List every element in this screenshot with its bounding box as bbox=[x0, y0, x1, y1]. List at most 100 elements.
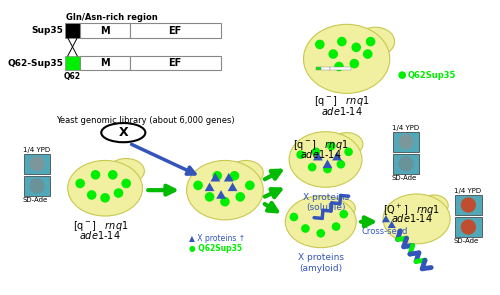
Ellipse shape bbox=[108, 158, 144, 183]
Circle shape bbox=[460, 219, 476, 235]
Polygon shape bbox=[382, 215, 390, 222]
Circle shape bbox=[352, 42, 361, 52]
Bar bbox=[130, 23, 221, 38]
Circle shape bbox=[350, 59, 359, 68]
Text: X proteins
(soluble): X proteins (soluble) bbox=[302, 193, 348, 212]
Circle shape bbox=[334, 62, 344, 71]
Bar bbox=[24, 176, 50, 196]
Circle shape bbox=[316, 229, 325, 237]
Text: Sup35: Sup35 bbox=[31, 26, 63, 35]
Circle shape bbox=[230, 171, 239, 181]
Circle shape bbox=[460, 197, 476, 213]
Text: Cross-seed: Cross-seed bbox=[362, 227, 408, 236]
Text: $ade1$-14: $ade1$-14 bbox=[300, 148, 342, 160]
Bar bbox=[24, 154, 50, 174]
Circle shape bbox=[340, 210, 348, 218]
Circle shape bbox=[327, 142, 336, 150]
Circle shape bbox=[100, 193, 110, 203]
Bar bbox=[65, 56, 80, 70]
Bar bbox=[80, 56, 130, 70]
Circle shape bbox=[236, 192, 245, 202]
Polygon shape bbox=[332, 152, 342, 160]
Text: Q62: Q62 bbox=[64, 72, 81, 81]
Text: Q62-Sup35: Q62-Sup35 bbox=[7, 59, 63, 68]
Circle shape bbox=[122, 179, 131, 188]
Bar bbox=[65, 23, 80, 38]
Ellipse shape bbox=[68, 160, 142, 216]
Circle shape bbox=[220, 197, 230, 206]
Text: [q$^-$]   $rnq1$: [q$^-$] $rnq1$ bbox=[293, 138, 348, 153]
Text: [q$^-$]   $rnq1$: [q$^-$] $rnq1$ bbox=[314, 94, 370, 108]
Ellipse shape bbox=[289, 132, 362, 187]
Bar bbox=[80, 23, 130, 38]
Text: Yeast genomic library (about 6,000 genes): Yeast genomic library (about 6,000 genes… bbox=[56, 116, 234, 125]
Circle shape bbox=[194, 181, 203, 190]
Circle shape bbox=[344, 148, 353, 156]
Circle shape bbox=[336, 160, 345, 168]
Bar bbox=[321, 66, 330, 70]
Circle shape bbox=[332, 222, 340, 231]
Bar bbox=[130, 56, 221, 70]
Text: 1/4 YPD: 1/4 YPD bbox=[392, 125, 419, 131]
Circle shape bbox=[308, 163, 316, 171]
Circle shape bbox=[245, 181, 254, 190]
Circle shape bbox=[315, 40, 324, 49]
Text: Gln/Asn-rich region: Gln/Asn-rich region bbox=[66, 13, 158, 22]
Text: [Q$^+$]   $rnq1$: [Q$^+$] $rnq1$ bbox=[384, 203, 440, 218]
Polygon shape bbox=[388, 221, 396, 228]
Polygon shape bbox=[210, 173, 220, 181]
Circle shape bbox=[337, 37, 346, 46]
Circle shape bbox=[290, 213, 298, 221]
Bar bbox=[392, 132, 419, 152]
Ellipse shape bbox=[228, 160, 263, 185]
Ellipse shape bbox=[324, 198, 356, 219]
Text: 1/4 YPD: 1/4 YPD bbox=[454, 188, 481, 194]
Bar bbox=[455, 217, 482, 237]
Circle shape bbox=[398, 156, 413, 171]
Circle shape bbox=[87, 190, 97, 200]
Circle shape bbox=[205, 192, 214, 202]
Text: SD-Ade: SD-Ade bbox=[22, 197, 48, 203]
Text: $ade1$-14: $ade1$-14 bbox=[391, 212, 432, 224]
Circle shape bbox=[323, 165, 332, 173]
Text: M: M bbox=[100, 58, 110, 68]
Text: M: M bbox=[100, 26, 110, 36]
Text: EF: EF bbox=[168, 26, 181, 36]
Circle shape bbox=[296, 150, 305, 159]
Bar bbox=[330, 66, 351, 70]
Text: SD-Ade: SD-Ade bbox=[454, 238, 479, 244]
Ellipse shape bbox=[102, 123, 146, 142]
Text: $ade1$-14: $ade1$-14 bbox=[80, 230, 121, 241]
Text: 1/4 YPD: 1/4 YPD bbox=[22, 147, 50, 153]
Circle shape bbox=[30, 178, 44, 194]
Circle shape bbox=[398, 134, 413, 149]
Ellipse shape bbox=[186, 160, 263, 220]
Circle shape bbox=[301, 224, 310, 233]
Circle shape bbox=[398, 71, 406, 79]
Polygon shape bbox=[228, 183, 237, 191]
Text: ▲ X proteins ↑: ▲ X proteins ↑ bbox=[190, 234, 246, 243]
Polygon shape bbox=[204, 183, 214, 191]
Ellipse shape bbox=[420, 195, 448, 216]
Text: [q$^-$]   $rnq1$: [q$^-$] $rnq1$ bbox=[72, 219, 128, 233]
Ellipse shape bbox=[356, 27, 395, 56]
Circle shape bbox=[76, 179, 85, 188]
Bar bbox=[392, 154, 419, 174]
Circle shape bbox=[212, 171, 222, 181]
Bar bbox=[316, 66, 321, 70]
Circle shape bbox=[312, 148, 320, 156]
Circle shape bbox=[90, 170, 101, 180]
Circle shape bbox=[366, 37, 376, 46]
Polygon shape bbox=[322, 160, 332, 168]
Ellipse shape bbox=[330, 133, 363, 156]
Text: $ade1$-14: $ade1$-14 bbox=[321, 105, 362, 117]
Text: EF: EF bbox=[168, 58, 181, 68]
Circle shape bbox=[363, 49, 372, 59]
Text: SD-Ade: SD-Ade bbox=[392, 175, 417, 181]
Circle shape bbox=[108, 170, 118, 180]
Text: Q62Sup35: Q62Sup35 bbox=[408, 71, 457, 80]
Polygon shape bbox=[216, 190, 226, 199]
Circle shape bbox=[30, 156, 44, 171]
Ellipse shape bbox=[286, 196, 356, 248]
Circle shape bbox=[328, 49, 338, 59]
